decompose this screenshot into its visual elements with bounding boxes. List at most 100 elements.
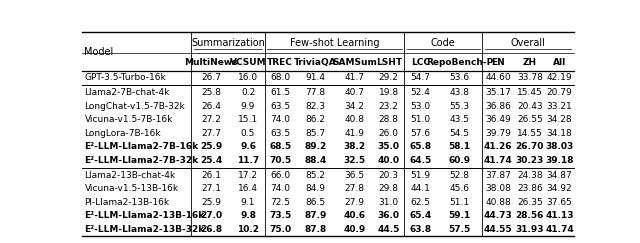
Text: Summarization: Summarization: [191, 38, 265, 48]
Text: VCSUM: VCSUM: [230, 58, 266, 67]
Text: 74.0: 74.0: [270, 115, 290, 124]
Text: 34.2: 34.2: [344, 102, 364, 111]
Text: 51.1: 51.1: [449, 198, 469, 207]
Text: 70.5: 70.5: [269, 156, 291, 165]
Text: 42.19: 42.19: [547, 73, 572, 82]
Text: 57.5: 57.5: [448, 225, 470, 234]
Text: 85.7: 85.7: [305, 129, 326, 138]
Text: Vicuna-v1.5-13B-16k: Vicuna-v1.5-13B-16k: [84, 184, 179, 193]
Text: 87.9: 87.9: [304, 211, 326, 220]
Text: 29.2: 29.2: [379, 73, 399, 82]
Text: E²-LLM-Llama2-7B-16k: E²-LLM-Llama2-7B-16k: [84, 142, 198, 151]
Text: 25.4: 25.4: [200, 156, 222, 165]
Text: Vicuna-v1.5-7B-16k: Vicuna-v1.5-7B-16k: [84, 115, 173, 124]
Text: 9.6: 9.6: [240, 142, 256, 151]
Text: 43.8: 43.8: [449, 88, 469, 97]
Text: Code: Code: [431, 38, 456, 48]
Text: 30.23: 30.23: [516, 156, 544, 165]
Text: 41.13: 41.13: [545, 211, 574, 220]
Text: 62.5: 62.5: [410, 198, 430, 207]
Text: 27.2: 27.2: [202, 115, 221, 124]
Text: 54.7: 54.7: [410, 73, 430, 82]
Text: 44.5: 44.5: [378, 225, 400, 234]
Text: ZH: ZH: [523, 58, 537, 67]
Text: Llama2-13B-chat-4k: Llama2-13B-chat-4k: [84, 171, 175, 180]
Text: 40.8: 40.8: [344, 115, 364, 124]
Text: 40.7: 40.7: [344, 88, 364, 97]
Text: 51.0: 51.0: [410, 115, 430, 124]
Text: 68.5: 68.5: [269, 142, 291, 151]
Text: SAMSum: SAMSum: [332, 58, 377, 67]
Text: 26.35: 26.35: [517, 198, 543, 207]
Text: TriviaQA: TriviaQA: [294, 58, 337, 67]
Text: 86.2: 86.2: [305, 115, 326, 124]
Text: MultiNews: MultiNews: [184, 58, 238, 67]
Text: 24.38: 24.38: [517, 171, 543, 180]
Text: 39.18: 39.18: [545, 156, 574, 165]
Text: 65.4: 65.4: [409, 211, 431, 220]
Text: TREC: TREC: [267, 58, 293, 67]
Text: 29.8: 29.8: [379, 184, 399, 193]
Text: 33.78: 33.78: [517, 73, 543, 82]
Text: 88.4: 88.4: [305, 156, 326, 165]
Text: 9.9: 9.9: [241, 102, 255, 111]
Text: 26.70: 26.70: [516, 142, 544, 151]
Text: 41.7: 41.7: [344, 73, 364, 82]
Text: 26.4: 26.4: [202, 102, 221, 111]
Text: 43.5: 43.5: [449, 115, 469, 124]
Text: 31.93: 31.93: [515, 225, 544, 234]
Text: 14.55: 14.55: [517, 129, 543, 138]
Text: 89.2: 89.2: [305, 142, 326, 151]
Text: 61.5: 61.5: [270, 88, 290, 97]
Text: 75.0: 75.0: [269, 225, 291, 234]
Text: 44.55: 44.55: [484, 225, 512, 234]
Text: 36.5: 36.5: [344, 171, 365, 180]
Text: 68.0: 68.0: [270, 73, 290, 82]
Text: 54.5: 54.5: [449, 129, 469, 138]
Text: 37.65: 37.65: [547, 198, 573, 207]
Text: 0.2: 0.2: [241, 88, 255, 97]
Text: E²-LLM-Llama2-13B-32k: E²-LLM-Llama2-13B-32k: [84, 225, 205, 234]
Text: 26.0: 26.0: [379, 129, 399, 138]
Text: 26.7: 26.7: [201, 73, 221, 82]
Text: 33.21: 33.21: [547, 102, 572, 111]
Text: 91.4: 91.4: [305, 73, 326, 82]
Text: 45.6: 45.6: [449, 184, 469, 193]
Text: 36.86: 36.86: [485, 102, 511, 111]
Text: 16.0: 16.0: [238, 73, 258, 82]
Text: 65.8: 65.8: [409, 142, 431, 151]
Text: 34.18: 34.18: [547, 129, 572, 138]
Text: 25.9: 25.9: [200, 142, 222, 151]
Text: 11.7: 11.7: [237, 156, 259, 165]
Text: 77.8: 77.8: [305, 88, 326, 97]
Text: 73.5: 73.5: [269, 211, 291, 220]
Text: 39.79: 39.79: [485, 129, 511, 138]
Text: 28.8: 28.8: [379, 115, 399, 124]
Text: 27.7: 27.7: [201, 129, 221, 138]
Text: E²-LLM-Llama2-7B-32k: E²-LLM-Llama2-7B-32k: [84, 156, 198, 165]
Text: 27.1: 27.1: [201, 184, 221, 193]
Text: 16.4: 16.4: [238, 184, 258, 193]
Text: Overall: Overall: [510, 38, 545, 48]
Text: 87.8: 87.8: [305, 225, 326, 234]
Text: 35.17: 35.17: [485, 88, 511, 97]
Text: RepoBench-P: RepoBench-P: [426, 58, 493, 67]
Text: 66.0: 66.0: [270, 171, 290, 180]
Text: 44.1: 44.1: [410, 184, 430, 193]
Text: 59.1: 59.1: [448, 211, 470, 220]
Text: Model: Model: [84, 47, 114, 57]
Text: LSHT: LSHT: [376, 58, 402, 67]
Text: LongChat-v1.5-7B-32k: LongChat-v1.5-7B-32k: [84, 102, 185, 111]
Text: LongLora-7B-16k: LongLora-7B-16k: [84, 129, 161, 138]
Text: 23.86: 23.86: [517, 184, 543, 193]
Text: 37.87: 37.87: [485, 171, 511, 180]
Text: 44.60: 44.60: [485, 73, 511, 82]
Text: 63.8: 63.8: [409, 225, 431, 234]
Text: 20.3: 20.3: [379, 171, 399, 180]
Text: 34.28: 34.28: [547, 115, 572, 124]
Text: 25.9: 25.9: [201, 198, 221, 207]
Text: 36.49: 36.49: [485, 115, 511, 124]
Text: 58.1: 58.1: [448, 142, 470, 151]
Text: 51.9: 51.9: [410, 171, 430, 180]
Text: 41.9: 41.9: [344, 129, 364, 138]
